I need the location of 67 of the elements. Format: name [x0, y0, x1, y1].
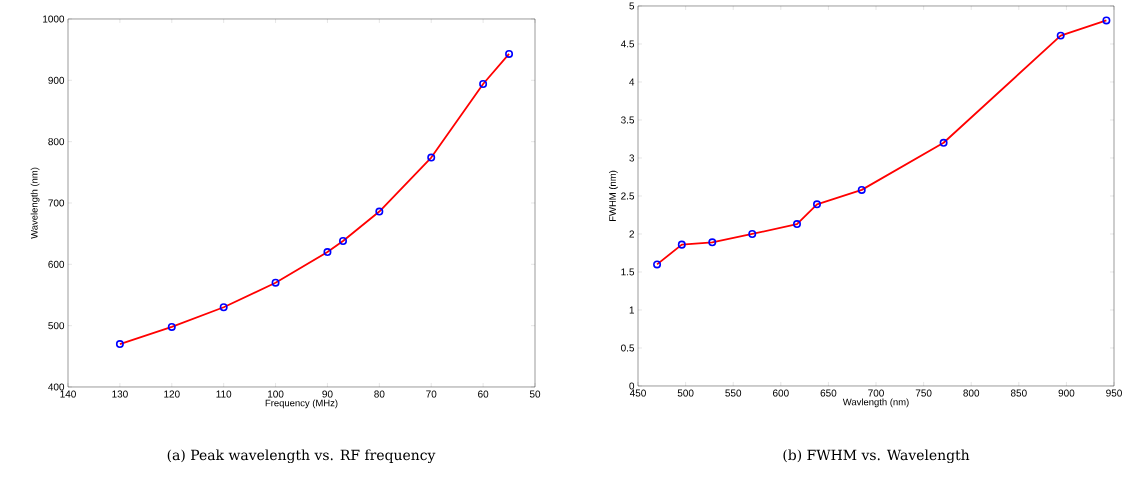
x-tick-label: 60: [478, 390, 489, 398]
x-tick-label: 130: [112, 390, 128, 398]
x-tick-label: 750: [915, 389, 932, 397]
point: [1102, 16, 1111, 25]
y-tick-label: 700: [48, 199, 65, 207]
point: [375, 207, 384, 216]
x-axis-title: Wavlength (nm): [842, 398, 909, 408]
x-tick-label: 900: [1058, 389, 1075, 397]
x-tick-label: 800: [963, 389, 980, 397]
y-tick-label: 4: [629, 78, 635, 86]
point: [323, 248, 332, 257]
text: (b) FWHM vs. Wavelength: [783, 449, 970, 464]
x-tick-label: 80: [374, 390, 385, 398]
x-tick-label: 650: [820, 389, 837, 397]
point: [479, 80, 488, 88]
y-tick-label: 1000: [43, 15, 65, 23]
point: [219, 303, 228, 312]
point: [427, 153, 436, 162]
x-tick-label: 550: [725, 389, 742, 397]
line-series: [118, 53, 510, 345]
y-tick-label: 2.5: [621, 192, 635, 200]
x-tick-label: 120: [164, 390, 180, 398]
point: [271, 278, 280, 287]
y-tick-label: 3: [629, 154, 635, 162]
point: [677, 240, 686, 249]
y-tick-label: 0: [629, 382, 635, 390]
x-tick-label: 140: [60, 390, 76, 398]
point: [939, 138, 948, 147]
x-tick-label: 110: [216, 390, 232, 398]
point: [708, 238, 717, 247]
point: [812, 200, 821, 209]
y-tick-label: 5: [629, 2, 635, 10]
line-series: [656, 19, 1108, 266]
y-tick-label: 1.5: [621, 268, 635, 276]
x-tick-label: 950: [1106, 389, 1122, 397]
y-axis-title: FWHM (nm): [608, 170, 618, 221]
y-tick-label: 3.5: [621, 116, 635, 124]
y-tick-label: 600: [48, 260, 65, 268]
point: [115, 340, 124, 349]
x-tick-label: 600: [773, 389, 789, 397]
x-tick-label: 100: [268, 390, 284, 398]
y-tick-label: 900: [48, 76, 65, 84]
y-tick-label: 4.5: [620, 40, 635, 48]
y-tick-label: 400: [48, 383, 65, 391]
y-tick-label: 500: [48, 322, 65, 330]
x-tick-label: 50: [529, 390, 541, 398]
point: [857, 185, 866, 194]
y-axis-title: Wavelength (nm): [30, 167, 40, 239]
y-tick-label: 800: [48, 138, 65, 146]
y-tick-label: 1: [629, 306, 635, 314]
point: [339, 237, 348, 246]
x-tick-label: 500: [677, 389, 694, 397]
point: [1056, 31, 1065, 40]
point: [793, 220, 801, 229]
y-tick-label: 0.5: [621, 344, 635, 352]
point: [505, 49, 514, 58]
x-tick-label: 850: [1010, 389, 1027, 397]
point: [653, 260, 662, 269]
x-tick-label: 700: [868, 389, 884, 397]
point: [167, 322, 176, 331]
x-tick-label: 450: [629, 389, 646, 397]
y-tick-label: 2: [629, 230, 634, 238]
text: (a) Peak wavelength vs. RF frequency: [167, 449, 436, 464]
x-tick-label: 90: [322, 390, 333, 398]
x-axis-title: Frequency (MHz): [265, 399, 338, 409]
point: [748, 229, 757, 238]
x-tick-label: 70: [426, 390, 437, 398]
